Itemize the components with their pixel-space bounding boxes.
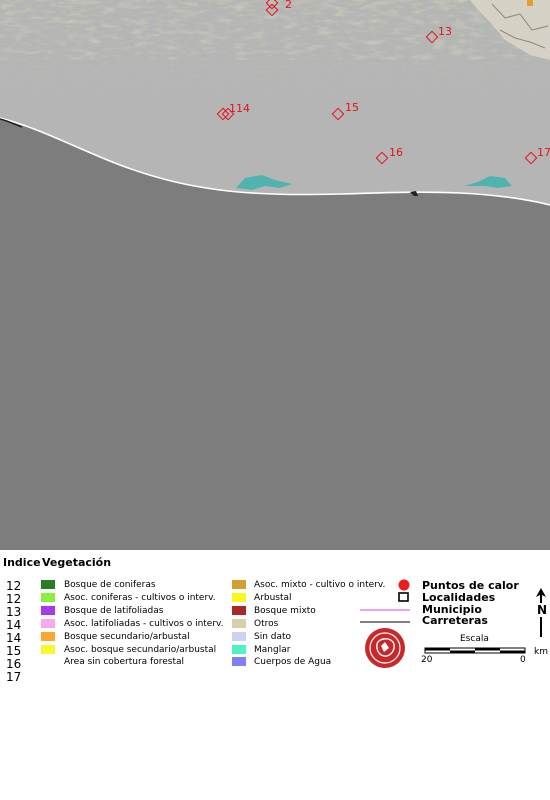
swatch-sin-dato xyxy=(232,632,246,641)
scale-title: Escala xyxy=(460,634,489,644)
swatch-arbustal xyxy=(232,593,246,602)
veg-label: Otros xyxy=(254,619,279,629)
scale-bar-icon xyxy=(424,647,526,654)
legend-municipio: Municipio xyxy=(422,603,482,616)
index-value: 17 xyxy=(6,670,22,684)
map-view[interactable]: 2 13 1 14 15 16 17 14 xyxy=(0,0,550,550)
index-value: 16 xyxy=(6,657,22,671)
swatch-bosque-coniferas xyxy=(41,580,55,589)
legend-puntos-calor: Puntos de calor xyxy=(422,579,519,592)
swatch-manglar xyxy=(232,645,246,654)
index-value: 14 xyxy=(6,631,22,645)
locality-symbol-icon xyxy=(398,592,409,602)
veg-label: Manglar xyxy=(254,645,291,655)
hotspot-label: 16 xyxy=(389,146,403,159)
legend-vegetacion-header: Vegetación xyxy=(42,556,112,569)
veg-label: Asoc. bosque secundario/arbustal xyxy=(64,645,217,655)
swatch-asoc-latifoliadas xyxy=(41,619,55,628)
river-mouth xyxy=(410,191,418,196)
veg-label: Asoc. mixto - cultivo o interv. xyxy=(254,580,386,590)
orange-patch xyxy=(527,0,533,6)
veg-label: Cuerpos de Agua xyxy=(254,657,332,667)
scale-left-value: 20 xyxy=(421,655,433,665)
veg-label: Bosque secundario/arbustal xyxy=(64,632,190,642)
coastline xyxy=(0,117,550,206)
index-value: 12 xyxy=(6,579,22,593)
veg-label: Bosque mixto xyxy=(254,606,316,616)
index-value: 14 xyxy=(6,618,22,632)
mountain-ridge xyxy=(491,3,549,49)
hotspot-label: 14 xyxy=(236,102,250,115)
hotspot-label: 15 xyxy=(345,101,359,114)
terrain-texture-light xyxy=(0,0,550,60)
line-symbols-icon xyxy=(360,609,410,623)
veg-label: Bosque de latifoliadas xyxy=(64,606,164,616)
swatch-bosque-latifoliadas xyxy=(41,606,55,615)
hotspot-label: 2 xyxy=(285,0,292,11)
index-value: 15 xyxy=(6,644,22,658)
hotspot-13[interactable]: 13 xyxy=(425,25,452,44)
mountain-relief xyxy=(470,0,550,60)
hotspot-label: 13 xyxy=(438,25,452,38)
swatch-asoc-coniferas xyxy=(41,593,55,602)
hotspot-label: 17 xyxy=(537,146,550,159)
veg-label: Arbustal xyxy=(254,593,292,603)
scale-unit: km xyxy=(534,647,548,657)
hotspot-label: 1 xyxy=(229,102,236,115)
swatch-asoc-mixto xyxy=(232,580,246,589)
hotspot-15[interactable]: 15 xyxy=(331,101,359,121)
swatch-bosque-mixto xyxy=(232,606,246,615)
swatch-asoc-bosque-secundario xyxy=(41,645,55,654)
swatch-cuerpos-agua xyxy=(232,657,246,666)
veg-label: Area sin cobertura forestal xyxy=(64,657,184,667)
lagoon-east xyxy=(464,176,512,188)
lagoon-west xyxy=(236,175,292,190)
hotspot-16[interactable]: 16 xyxy=(375,146,403,165)
index-value: 13 xyxy=(6,605,22,619)
veg-label: Sin dato xyxy=(254,632,292,642)
hotspot-2[interactable]: 2 xyxy=(265,0,292,17)
hotspot-17[interactable]: 17 xyxy=(524,146,550,165)
veg-label: Bosque de coniferas xyxy=(64,580,156,590)
hotspot-symbol-icon xyxy=(398,579,410,591)
legend-panel xyxy=(0,550,550,800)
legend-localidades: Localidades xyxy=(422,591,496,604)
veg-label: Asoc. latifoliadas - cultivos o interv. xyxy=(64,619,224,629)
ocean-area xyxy=(0,118,550,550)
veg-label: Asoc. coniferas - cultivos o interv. xyxy=(64,593,216,603)
swatch-otros xyxy=(232,619,246,628)
north-label: N xyxy=(536,603,549,617)
hotspot-14a[interactable]: 1 14 xyxy=(216,102,250,121)
swatch-bosque-secundario xyxy=(41,632,55,641)
coastline-dark xyxy=(0,118,23,128)
legend-indice-header: Indice xyxy=(3,556,41,569)
scale-right-value: 0 xyxy=(520,655,526,665)
index-value: 12 xyxy=(6,592,22,606)
legend-carreteras: Carreteras xyxy=(422,614,488,627)
institution-seal-icon xyxy=(365,628,405,668)
